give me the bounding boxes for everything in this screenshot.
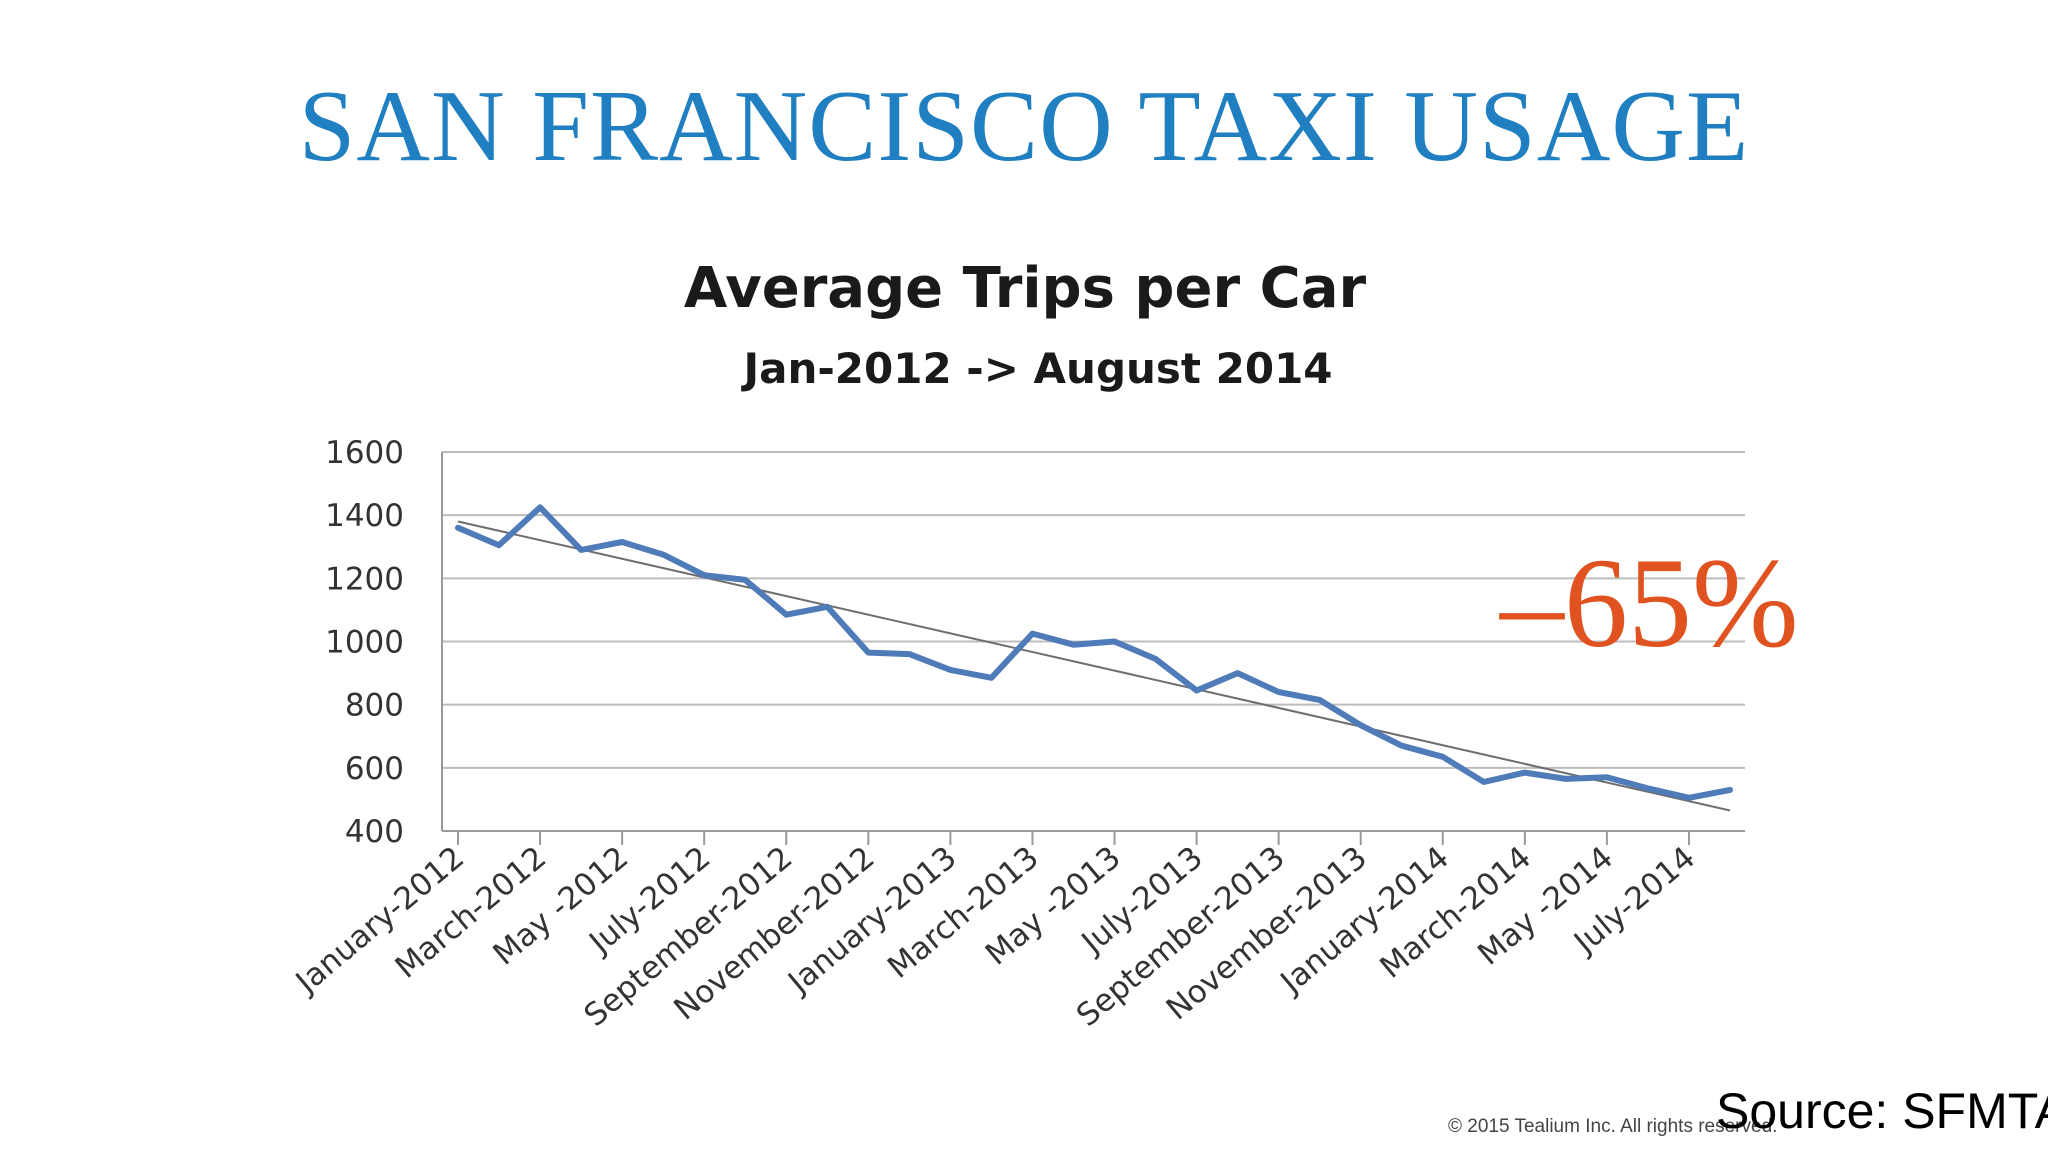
y-tick-label: 1000 [325, 625, 404, 661]
axes [441, 452, 1745, 845]
data-point [1645, 785, 1651, 791]
data-point [455, 525, 461, 531]
data-point [1194, 687, 1200, 693]
data-point [1317, 697, 1323, 703]
y-tick-label: 600 [345, 751, 404, 787]
y-tick-label: 800 [345, 688, 404, 724]
data-point [1440, 754, 1446, 760]
data-point [660, 552, 666, 558]
data-point [906, 651, 912, 657]
data-point [1029, 631, 1035, 637]
chart-subtitle: Jan-2012 -> August 2014 [740, 344, 1332, 393]
data-point [865, 650, 871, 656]
trendline [457, 520, 1731, 812]
data-point [537, 504, 543, 510]
copyright-text: © 2015 Tealium Inc. All rights reserved. [1448, 1116, 1778, 1137]
slide-title: SAN FRANCISCO TAXI USAGE [298, 70, 1750, 183]
data-point [783, 612, 789, 618]
trendline-group [457, 520, 1731, 812]
series-group [455, 504, 1733, 801]
y-tick-label: 1400 [325, 498, 404, 534]
data-point [578, 547, 584, 553]
percent-change-annotation: –65% [1500, 532, 1799, 674]
data-point [1070, 642, 1076, 648]
data-point [1153, 656, 1159, 662]
data-point [1727, 787, 1733, 793]
series-line [455, 504, 1733, 801]
data-point [824, 604, 830, 610]
data-point [701, 572, 707, 578]
source-text: Source: SFMTA [1716, 1083, 2048, 1139]
data-point [1112, 639, 1118, 644]
data-point [496, 542, 502, 548]
data-point [1481, 779, 1487, 785]
data-point [1604, 774, 1610, 780]
data-point [1563, 776, 1569, 782]
data-point [1686, 795, 1692, 801]
data-point [1399, 743, 1405, 749]
data-point [1235, 670, 1241, 676]
data-point [1358, 722, 1364, 728]
data-point [1522, 770, 1528, 776]
data-point [619, 539, 625, 545]
chart-title: Average Trips per Car [684, 256, 1367, 321]
data-point [742, 577, 748, 583]
y-tick-labels: 1600 1400 1200 1000 800 600 400 [325, 435, 404, 850]
y-tick-label: 400 [345, 814, 404, 850]
y-tick-label: 1200 [325, 561, 404, 597]
data-point [947, 667, 953, 673]
data-point [1276, 689, 1282, 695]
data-point [988, 675, 994, 681]
y-tick-label: 1600 [325, 435, 404, 471]
